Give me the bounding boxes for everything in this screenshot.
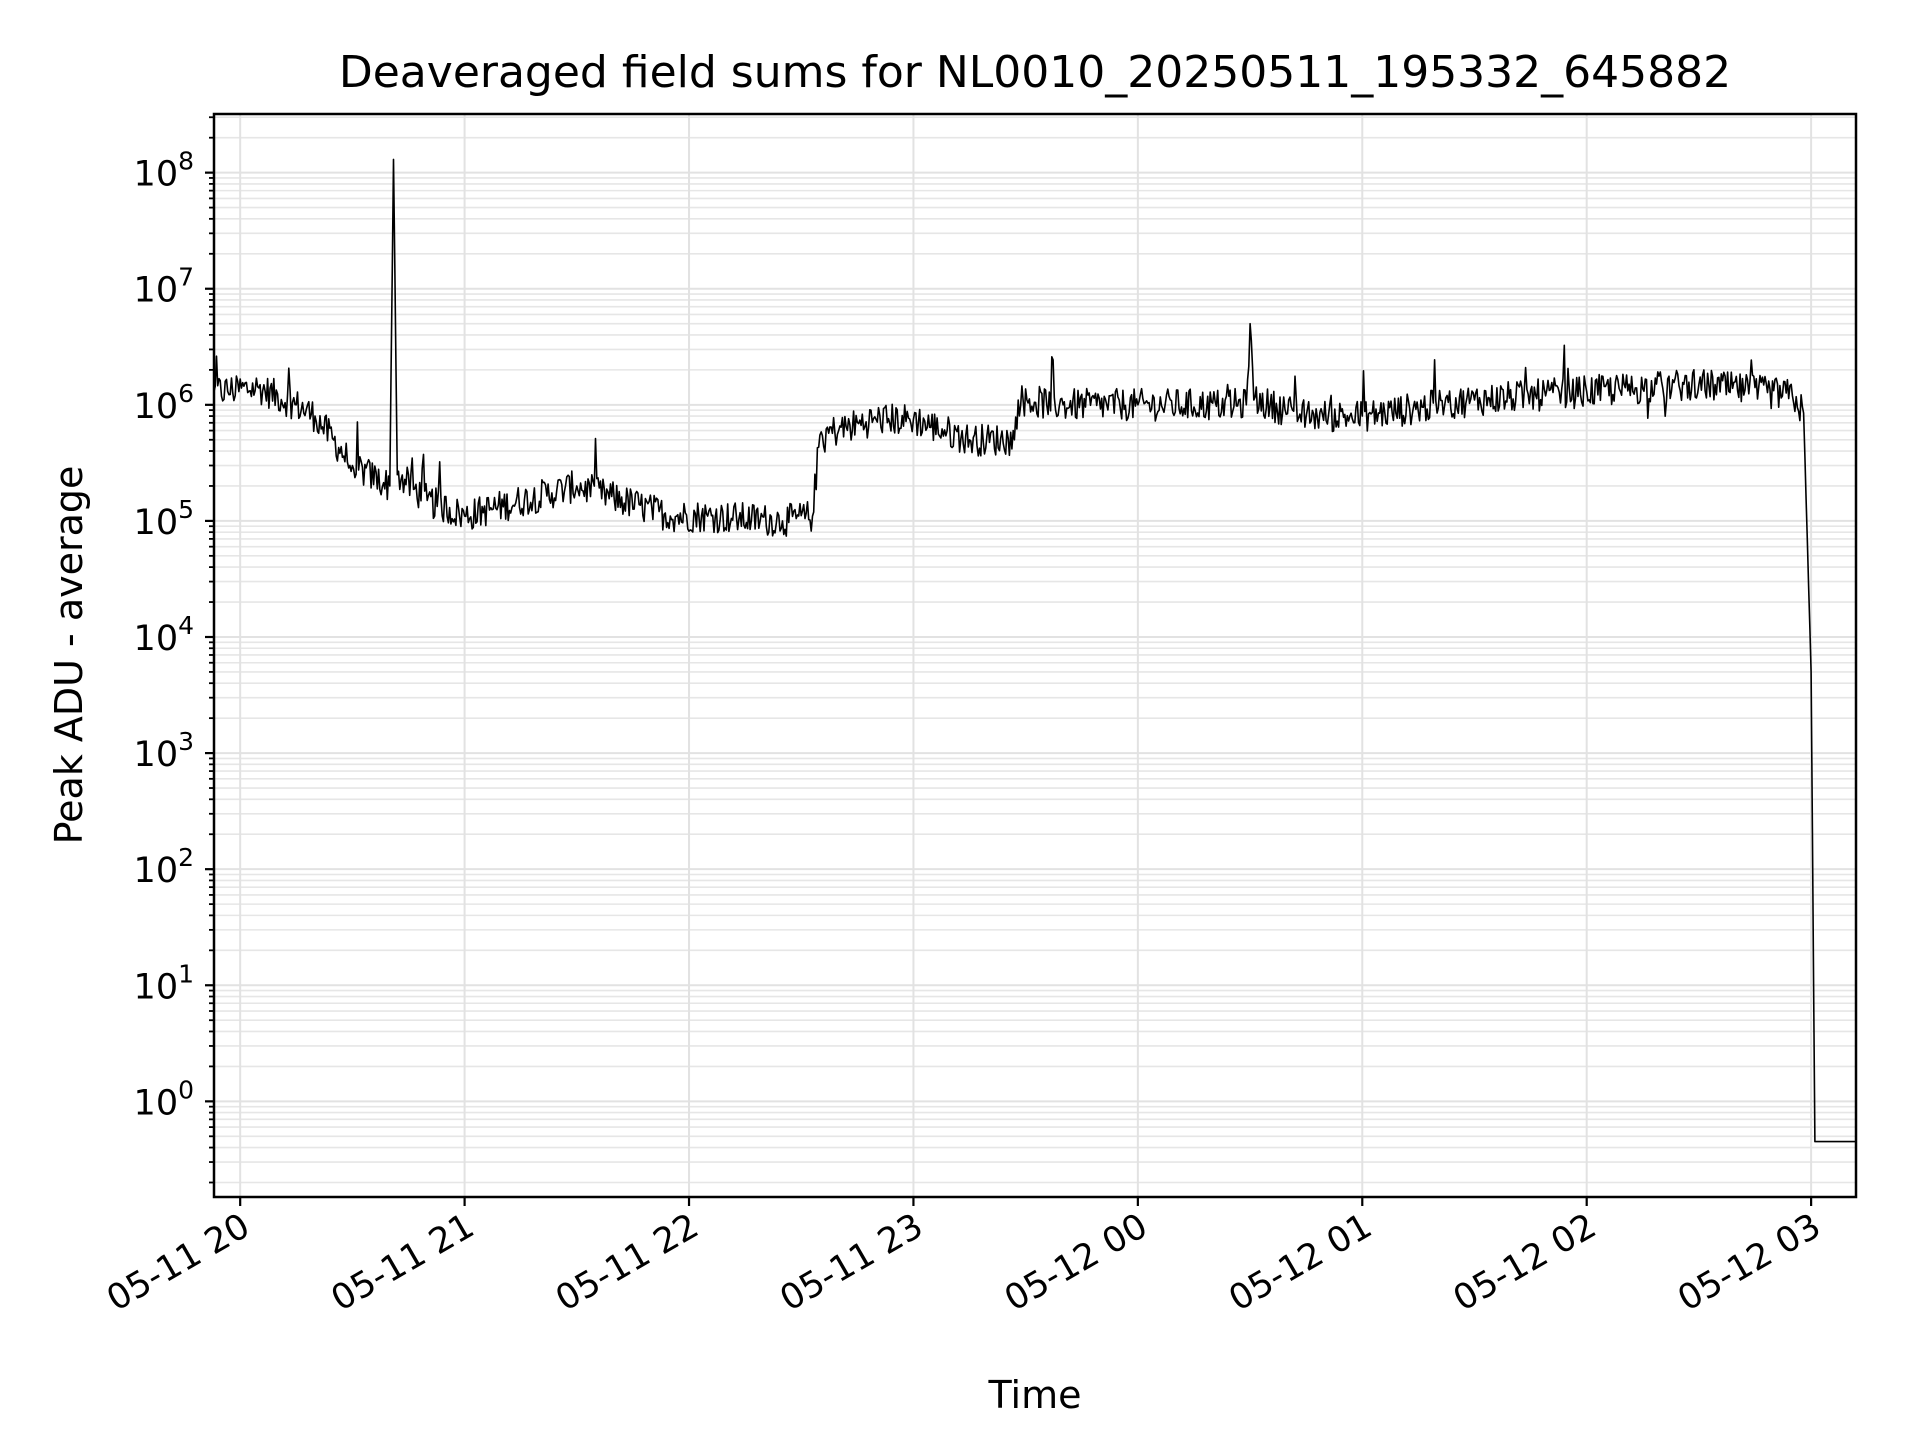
chart-title: Deaveraged field sums for NL0010_2025051…: [339, 47, 1731, 98]
y-tick-label: 104: [134, 611, 194, 659]
y-tick-label: 107: [134, 263, 194, 311]
y-tick-label: 101: [134, 959, 194, 1007]
data-line-layer: [213, 158, 1856, 1143]
y-tick-label: 102: [134, 843, 194, 891]
y-tick-label: 100: [134, 1075, 194, 1123]
x-axis-label: Time: [988, 1373, 1082, 1417]
grid: [214, 114, 1856, 1197]
series-line: [213, 158, 1856, 1143]
y-tick-label: 108: [134, 147, 194, 195]
y-tick-label: 106: [134, 379, 194, 427]
y-axis-label: Peak ADU - average: [47, 466, 91, 845]
y-tick-label: 103: [134, 727, 194, 775]
y-tick-label: 105: [134, 495, 194, 543]
